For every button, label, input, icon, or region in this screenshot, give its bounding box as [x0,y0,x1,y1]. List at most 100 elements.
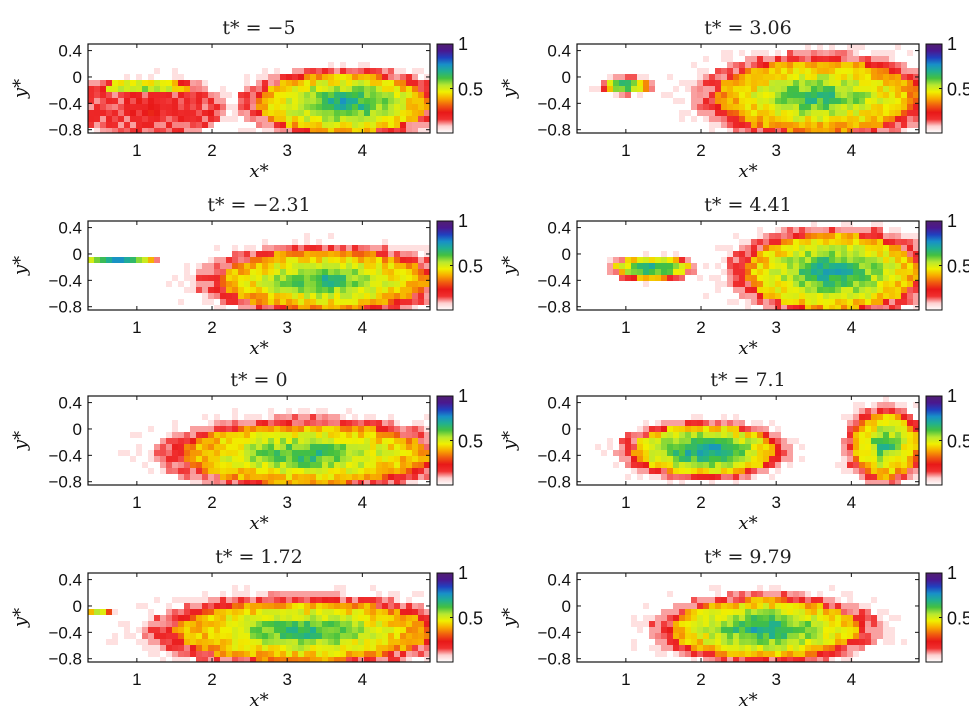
heatmap-field [88,233,430,310]
colorbar-tick-label: 1 [458,211,468,231]
x-tick-label: 3 [282,141,291,160]
y-tick-label: −0.4 [537,271,571,290]
axes-frame [576,220,920,311]
x-tick-label: 2 [207,141,216,160]
panel-3: 0.4 0 −0.4 −0.8 1 2 3 4 t* = −2.31 x* y* 1 0.5 [10,194,483,359]
y-tick-label: 0 [73,245,82,264]
y-tick-label: 0 [562,420,571,439]
x-tick-label: 4 [358,318,367,337]
colorbar-tick-label: 1 [458,386,468,406]
x-tick-label: 3 [282,318,291,337]
heatmap-field [595,396,919,485]
y-tick-label: 0.4 [547,394,571,413]
x-tick-label: 2 [207,318,216,337]
panel-title: t* = 7.1 [710,369,785,391]
y-tick-label: 0 [73,420,82,439]
x-tick-label: 3 [771,318,780,337]
y-tick-label: −0.8 [48,650,82,669]
y-axis-label: y* [499,79,520,99]
y-tick-label: −0.8 [48,121,82,140]
y-tick-label: 0.4 [58,219,82,238]
x-tick-label: 3 [282,670,291,689]
y-axis-label: y* [499,256,520,276]
y-tick-label: −0.8 [537,473,571,492]
y-tick-label: −0.4 [537,446,571,465]
heatmap-field [607,221,919,310]
axes-frame [87,220,431,311]
panel-2: 0.4 0 −0.4 −0.8 1 2 3 4 t* = 3.06 x* y* 1 0.5 [499,17,969,182]
y-tick-label: 0 [562,597,571,616]
x-tick-label: 3 [771,141,780,160]
y-tick-label: −0.8 [48,298,82,317]
axes-frame [576,43,920,134]
colorbar-tick-label: 0.5 [947,609,969,629]
y-tick-label: 0.4 [547,42,571,61]
colorbar-tick-label: 0.5 [458,609,483,629]
panel-title: t* = 0 [230,369,287,391]
x-tick-label: 2 [207,670,216,689]
panel-title: t* = 4.41 [704,194,791,216]
x-tick-label: 4 [847,318,856,337]
y-tick-label: 0 [562,68,571,87]
colorbar-tick-label: 1 [947,563,957,583]
colorbar-tick-label: 0.5 [947,257,969,277]
panel-title: t* = 9.79 [704,546,791,568]
x-tick-label: 4 [847,141,856,160]
panel-5: 0.4 0 −0.4 −0.8 1 2 3 4 t* = 0 x* y* 1 0.5 [10,369,483,534]
axes-frame [87,572,431,663]
y-tick-label: 0.4 [58,42,82,61]
x-tick-label: 2 [696,670,705,689]
colorbar-tick-label: 1 [947,34,957,54]
axes-frame [576,395,920,486]
x-tick-label: 1 [621,318,630,337]
heatmap-field [118,408,430,485]
y-tick-label: 0.4 [58,571,82,590]
colorbar-tick-label: 0.5 [458,257,483,277]
x-tick-label: 2 [696,493,705,512]
x-axis-label: x* [738,690,757,711]
y-tick-label: 0 [562,245,571,264]
axes-frame [576,572,920,663]
y-tick-label: 0 [73,597,82,616]
panel-title: t* = −5 [222,17,295,39]
x-tick-label: 4 [847,670,856,689]
colorbar-tick-label: 0.5 [947,432,969,452]
x-tick-label: 4 [847,493,856,512]
y-tick-label: −0.4 [48,94,82,113]
colorbar-tick-label: 0.5 [458,80,483,100]
x-tick-label: 4 [358,670,367,689]
x-tick-label: 1 [621,141,630,160]
y-axis-label: y* [10,608,31,628]
y-tick-label: −0.4 [537,94,571,113]
x-tick-label: 4 [358,493,367,512]
y-axis-label: y* [10,256,31,276]
heatmap-field [88,62,430,133]
x-tick-label: 3 [282,493,291,512]
y-tick-label: −0.4 [537,623,571,642]
heatmap-field [88,585,430,662]
x-axis-label: x* [249,338,268,359]
x-tick-label: 2 [207,493,216,512]
x-tick-label: 1 [621,493,630,512]
colorbar-tick-label: 0.5 [947,80,969,100]
panel-title: t* = 3.06 [704,17,791,39]
x-tick-label: 1 [621,670,630,689]
axes-frame [87,43,431,134]
x-tick-label: 3 [771,493,780,512]
y-tick-label: 0.4 [58,394,82,413]
y-tick-label: 0.4 [547,571,571,590]
colorbar-tick-label: 1 [458,563,468,583]
colorbar-tick-label: 1 [947,211,957,231]
panel-7: 0.4 0 −0.4 −0.8 1 2 3 4 t* = 1.72 x* y* 1 0.5 [10,546,483,711]
x-axis-label: x* [249,161,268,182]
x-tick-label: 1 [132,493,141,512]
x-tick-label: 3 [771,670,780,689]
y-tick-label: −0.8 [537,121,571,140]
x-axis-label: x* [738,161,757,182]
panel-title: t* = 1.72 [215,546,302,568]
y-axis-label: y* [10,431,31,451]
panel-title: t* = −2.31 [207,194,310,216]
colorbar-tick-label: 1 [458,34,468,54]
heatmap-field [589,44,919,133]
y-axis-label: y* [499,608,520,628]
